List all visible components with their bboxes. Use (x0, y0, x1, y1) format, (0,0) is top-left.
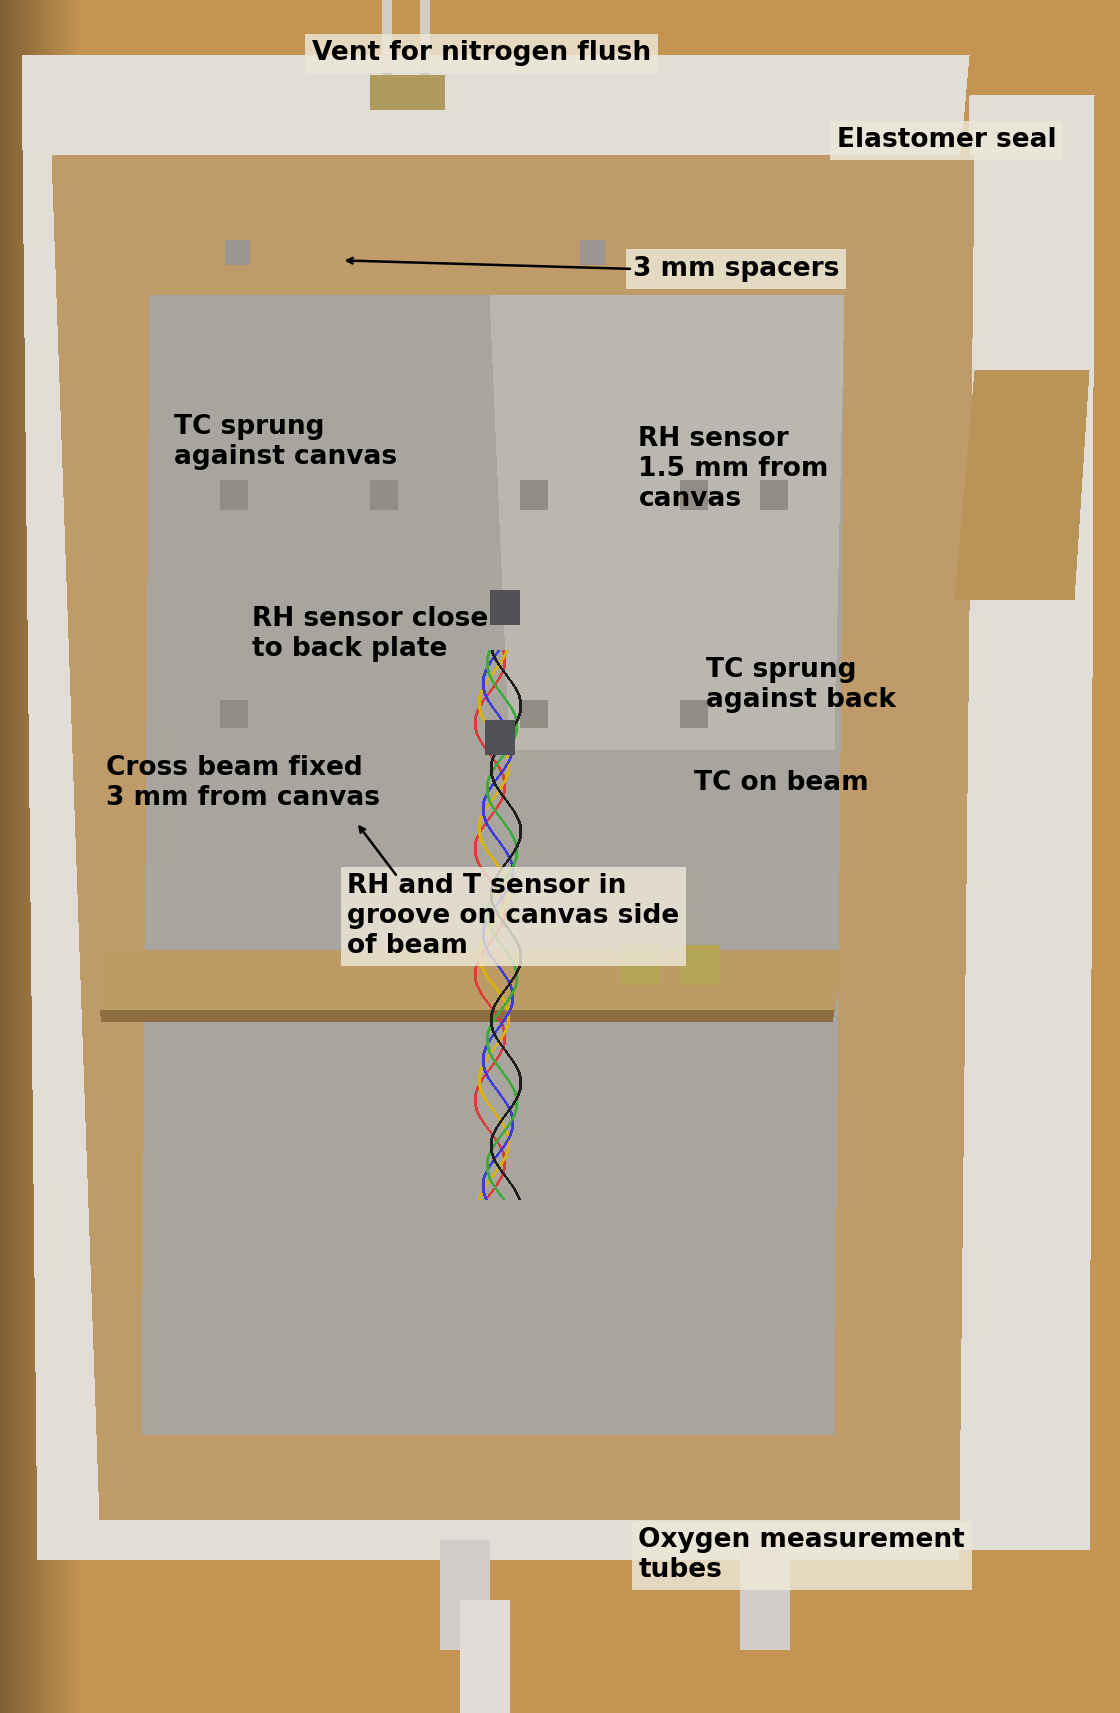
Text: RH and T sensor in
groove on canvas side
of beam: RH and T sensor in groove on canvas side… (347, 874, 680, 959)
Text: Vent for nitrogen flush: Vent for nitrogen flush (312, 39, 651, 67)
Text: TC sprung
against back: TC sprung against back (706, 658, 896, 713)
Text: RH sensor
1.5 mm from
canvas: RH sensor 1.5 mm from canvas (638, 427, 829, 512)
Text: RH sensor close
to back plate: RH sensor close to back plate (252, 606, 488, 661)
Text: TC on beam: TC on beam (694, 769, 869, 797)
Text: 3 mm spacers: 3 mm spacers (633, 255, 839, 283)
Text: Cross beam fixed
3 mm from canvas: Cross beam fixed 3 mm from canvas (106, 755, 381, 810)
Text: Elastomer seal: Elastomer seal (837, 127, 1056, 154)
Text: Oxygen measurement
tubes: Oxygen measurement tubes (638, 1528, 965, 1583)
Text: TC sprung
against canvas: TC sprung against canvas (174, 415, 396, 469)
